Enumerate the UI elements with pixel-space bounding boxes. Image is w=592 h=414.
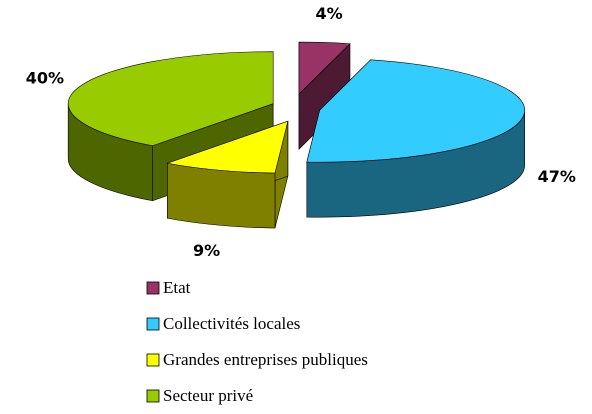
pie-slice [166,120,289,229]
slice-top [298,41,351,95]
slice-wall [167,162,276,229]
percent-label: 4% [316,4,343,23]
legend-swatch [146,317,160,331]
legend-label: Secteur privé [163,386,253,405]
slice-top [166,120,289,174]
legend-label: Etat [163,278,191,297]
slice-top [67,51,274,147]
percent-label: 40% [26,68,64,87]
percent-label: 47% [538,167,576,186]
pie-slice [306,59,526,218]
slice-top [306,59,525,163]
legend-swatch [146,281,160,295]
pie-slice [298,41,351,150]
percent-label: 9% [193,241,220,260]
legend-label: Collectivités locales [163,314,300,333]
legend-label: Grandes entreprises publiques [163,350,368,369]
legend-swatch [146,389,160,403]
legend-swatch [146,353,160,367]
